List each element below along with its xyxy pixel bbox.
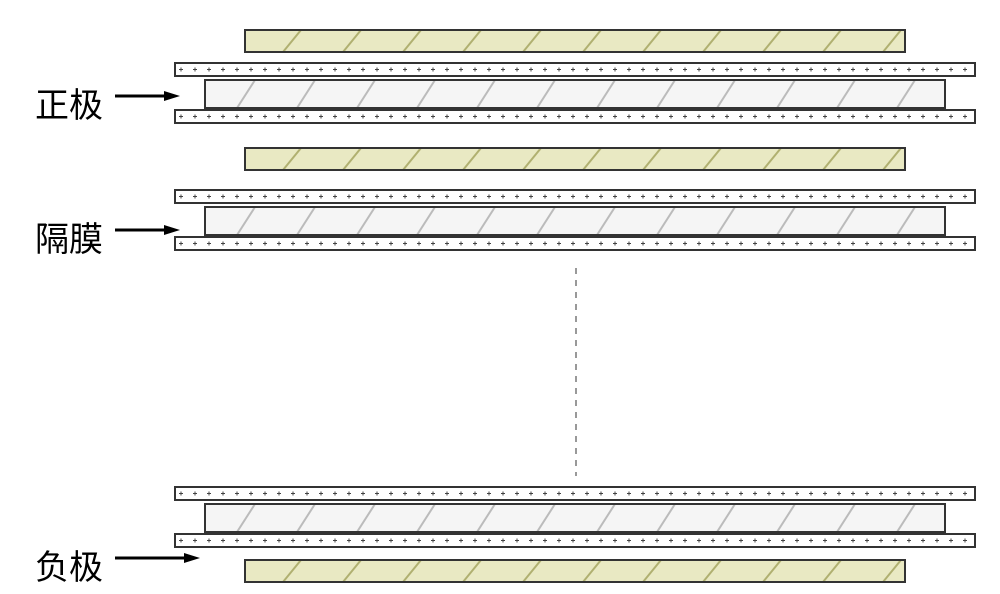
diagram-stage: 正极隔膜负极 <box>0 0 1000 594</box>
label-separator: 隔膜 <box>35 212 103 261</box>
label-anode: 负极 <box>35 540 103 589</box>
label-cathode: 正极 <box>35 78 103 127</box>
layer-stack-svg <box>0 0 1000 594</box>
